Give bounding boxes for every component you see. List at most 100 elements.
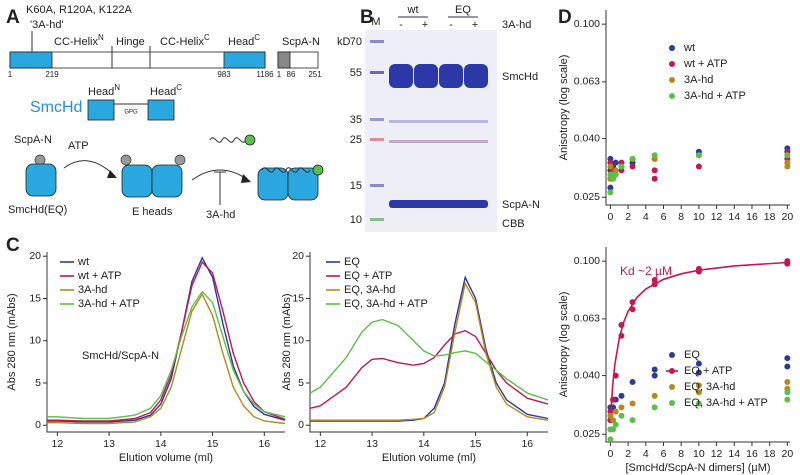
scpa-icon [120, 154, 132, 166]
residue: 251 [308, 70, 322, 79]
head-text: Head [88, 86, 114, 98]
band [389, 64, 413, 88]
point [784, 258, 791, 265]
point [695, 265, 702, 272]
x-tick-label: 18 [764, 448, 776, 460]
residue: 219 [45, 70, 59, 79]
domain-sup: N [98, 33, 104, 42]
head-label: HeadC [150, 83, 182, 98]
panel-label: C [6, 235, 20, 256]
point [618, 321, 625, 328]
point [618, 412, 625, 419]
x-tick-label: 13 [103, 438, 115, 450]
series-line [309, 329, 549, 409]
domain-text: CC-Helix [160, 36, 205, 48]
legend-swatch [669, 93, 675, 99]
y-axis-label: Anisotropy (log scale) [558, 55, 570, 161]
marker-size: 25 [350, 134, 362, 146]
legend-swatch [669, 384, 675, 390]
legend-label: EQ, 3A-hd [344, 284, 395, 296]
y-tick-label: 0.063 [574, 76, 600, 88]
x-tick-label: 0 [608, 448, 614, 460]
x-axis-label: [SmcHd/ScpA-N dimers] (µM) [625, 462, 770, 474]
point [651, 167, 658, 174]
legend-swatch [669, 352, 675, 358]
band [464, 64, 488, 88]
legend-label: EQ [344, 256, 360, 268]
x-tick-label: 8 [678, 211, 684, 223]
y-tick-label: 0 [298, 419, 304, 431]
point [695, 382, 702, 389]
head-label: HeadN [88, 83, 120, 98]
x-tick-label: 20 [782, 448, 794, 460]
point [629, 155, 636, 162]
point [651, 392, 658, 399]
point [629, 306, 636, 313]
series-line [47, 292, 286, 425]
head-domain [9, 51, 53, 69]
domain-sup: C [204, 33, 210, 42]
x-tick-label: 2 [625, 448, 631, 460]
band-label: SmcHd [502, 71, 538, 83]
annotation: SmcHd/ScpA-N [82, 350, 159, 362]
scheme-label: 3A-hd [206, 209, 235, 221]
lane-label: + [472, 19, 478, 31]
x-tick-label: 10 [693, 211, 705, 223]
annotation: Kd ~2 µM [620, 264, 672, 278]
x-tick-label: 4 [643, 211, 649, 223]
point [612, 408, 619, 415]
point [784, 396, 791, 403]
x-tick-label: 20 [782, 211, 794, 223]
label-icon [312, 164, 324, 176]
scheme-label: SmcHd(EQ) [8, 204, 67, 216]
point [784, 378, 791, 385]
x-tick-label: 0 [608, 211, 614, 223]
legend-swatch [669, 61, 675, 67]
domain-text: CC-Helix [54, 36, 99, 48]
arrowhead [241, 174, 251, 183]
group-label: wt [407, 4, 419, 16]
scpa-icon [34, 154, 46, 166]
residue: 1186 [256, 70, 274, 79]
marker-size: 35 [350, 114, 362, 126]
smchd-label: SmcHd [30, 99, 82, 116]
axes [605, 10, 790, 206]
point [784, 363, 791, 370]
ladder-band [370, 71, 384, 74]
alias: '3A-hd' [30, 19, 64, 31]
point [618, 332, 625, 339]
series-line [309, 318, 549, 401]
point [695, 389, 702, 396]
y-tick-label: 0.063 [574, 313, 600, 325]
residue: 1 [277, 70, 282, 79]
head-box [87, 99, 115, 121]
panel-label: A [6, 7, 20, 28]
x-tick-label: 14 [418, 438, 430, 450]
residue: 983 [217, 70, 231, 79]
point [651, 372, 658, 379]
scheme-label: E heads [132, 206, 173, 218]
y-tick-label: 10 [29, 335, 41, 347]
x-axis-label: Elution volume (ml) [382, 452, 476, 464]
lane-label: - [399, 19, 403, 31]
series-line [310, 275, 549, 422]
y-axis-label: Anisotropy (log scale) [558, 292, 570, 398]
point [618, 404, 625, 411]
y-tick-label: 0.040 [574, 132, 600, 144]
marker-size: 55 [350, 67, 362, 79]
point [695, 360, 702, 367]
ladder-band [370, 118, 384, 121]
legend-swatch [669, 400, 675, 406]
y-tick-label: 10 [292, 335, 304, 347]
point [651, 281, 658, 288]
x-tick-label: 13 [366, 438, 378, 450]
arrow [63, 160, 116, 177]
ladder-band [370, 138, 384, 141]
point [610, 417, 617, 424]
smchd-icon [121, 164, 153, 198]
point [651, 152, 658, 159]
head-sup: N [114, 83, 120, 92]
residue: 86 [287, 70, 296, 79]
y-tick-label: 0.040 [574, 369, 600, 381]
smchd-icon [287, 167, 319, 201]
